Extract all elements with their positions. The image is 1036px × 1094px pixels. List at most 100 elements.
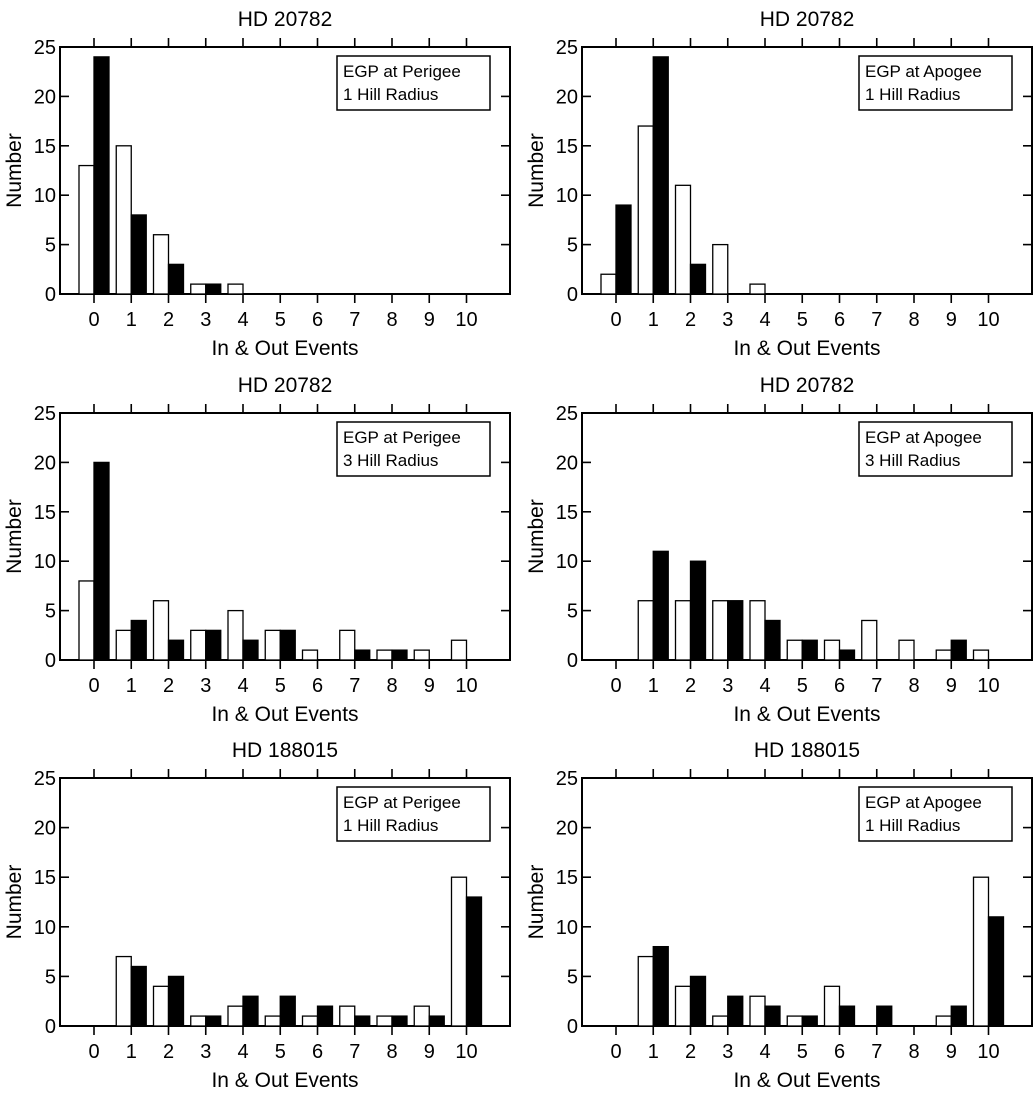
x-tick-label: 3 [722, 1041, 733, 1063]
bar-open [749, 600, 766, 661]
bar-filled [876, 1005, 893, 1027]
legend-text: 1 Hill Radius [865, 816, 960, 835]
legend-text: EGP at Perigee [343, 428, 461, 447]
bar-filled [689, 560, 707, 661]
bar-open [339, 1005, 356, 1027]
x-tick-label: 6 [312, 1041, 323, 1063]
bar-filled [242, 639, 259, 661]
x-tick-label: 9 [424, 1041, 435, 1063]
x-tick-label: 4 [759, 309, 770, 331]
bar-open [227, 283, 244, 295]
chart-title: HD 20782 [238, 8, 333, 31]
chart-title: HD 20782 [760, 8, 855, 31]
legend-frame [858, 421, 1013, 477]
panel-2: HD 20782 0 5 10 15 20 25 Number 0 1 2 3 4 5 6 7 8 9 10 In &… [525, 8, 1033, 360]
bar-filled [391, 1015, 408, 1027]
x-axis-label: In & Out Events [211, 337, 358, 360]
x-tick-label: 5 [797, 1041, 808, 1063]
chart-title: HD 188015 [232, 739, 338, 762]
legend-text: EGP at Apogee [865, 428, 982, 447]
bar-open [600, 273, 617, 295]
bar-filled [727, 600, 744, 661]
x-tick-label: 1 [126, 309, 137, 331]
plot-frame [581, 46, 1033, 295]
y-tick-label: 5 [567, 601, 578, 623]
legend-box: EGP at Perigee 3 Hill Radius [336, 421, 491, 477]
bar-open [712, 243, 729, 295]
x-tick-label: 10 [977, 675, 999, 697]
bar-open [749, 995, 766, 1027]
x-tick-label: 10 [977, 309, 999, 331]
y-tick-label: 0 [567, 284, 578, 306]
x-tick-label: 10 [977, 1041, 999, 1063]
bar-filled [950, 1005, 967, 1027]
bar-filled [316, 1005, 334, 1027]
x-tick-label: 2 [685, 309, 696, 331]
legend-frame [858, 786, 1013, 842]
bar-filled [652, 945, 669, 1027]
chart-title: HD 20782 [238, 374, 333, 397]
bar-open [152, 600, 170, 661]
bar-open [972, 649, 990, 661]
x-tick-label: 8 [908, 309, 919, 331]
legend-frame [336, 55, 491, 111]
panel-3: HD 20782 0 5 10 15 20 25 Number 0 1 2 3 4 5 6 7 8 9 10 In &… [3, 374, 511, 726]
x-tick-label: 4 [759, 1041, 770, 1063]
x-tick-label: 3 [722, 309, 733, 331]
bar-open [786, 1015, 803, 1027]
y-tick-label: 20 [556, 818, 578, 840]
x-tick-label: 7 [871, 309, 882, 331]
bar-open [674, 184, 692, 295]
legend-text: EGP at Perigee [343, 793, 461, 812]
x-tick-label: 8 [386, 309, 397, 331]
bar-filled [167, 639, 185, 661]
bar-filled [838, 649, 856, 661]
bar-open [749, 283, 766, 295]
bar-open [78, 580, 95, 661]
x-tick-label: 5 [275, 1041, 286, 1063]
y-tick-label: 0 [567, 1016, 578, 1038]
bar-open [227, 1005, 244, 1027]
bar-open [264, 1015, 281, 1027]
x-tick-label: 4 [237, 675, 248, 697]
legend-box: EGP at Apogee 3 Hill Radius [858, 421, 1013, 477]
y-tick-label: 25 [556, 403, 578, 425]
y-tick-label: 5 [45, 235, 56, 257]
bar-open [301, 649, 319, 661]
x-tick-label: 1 [648, 1041, 659, 1063]
legend-frame [336, 421, 491, 477]
y-tick-label: 5 [567, 966, 578, 988]
bar-open [376, 649, 393, 661]
bar-filled [93, 461, 110, 661]
y-tick-label: 25 [34, 37, 56, 59]
bar-open [898, 639, 915, 661]
x-tick-label: 1 [648, 309, 659, 331]
bar-open [637, 955, 654, 1027]
legend-box: EGP at Apogee 1 Hill Radius [858, 55, 1013, 111]
x-tick-label: 7 [871, 1041, 882, 1063]
x-tick-label: 5 [797, 675, 808, 697]
bar-open [712, 600, 729, 661]
panel-4: HD 20782 0 5 10 15 20 25 Number 0 1 2 3 4 5 6 7 8 9 10 In &… [525, 374, 1033, 726]
bar-filled [93, 56, 110, 295]
legend-box: EGP at Apogee 1 Hill Radius [858, 786, 1013, 842]
panel-1: HD 20782 0 5 10 15 20 25 Number 0 1 2 3 4 5 6 7 8 9 10 In &… [3, 8, 511, 360]
bar-open [115, 955, 132, 1027]
bar-filled [987, 916, 1005, 1027]
y-tick-label: 5 [567, 235, 578, 257]
bar-open [115, 145, 132, 295]
x-tick-label: 2 [685, 1041, 696, 1063]
legend-text: 1 Hill Radius [343, 816, 438, 835]
x-tick-label: 10 [455, 675, 477, 697]
bar-filled [764, 619, 781, 661]
y-tick-label: 10 [556, 551, 578, 573]
x-tick-label: 6 [834, 1041, 845, 1063]
x-tick-label: 3 [200, 309, 211, 331]
bar-filled [838, 1005, 856, 1027]
bar-open [413, 649, 430, 661]
x-axis-label: In & Out Events [733, 1069, 880, 1092]
y-tick-label: 0 [567, 650, 578, 672]
x-tick-label: 6 [312, 675, 323, 697]
y-tick-label: 25 [556, 37, 578, 59]
